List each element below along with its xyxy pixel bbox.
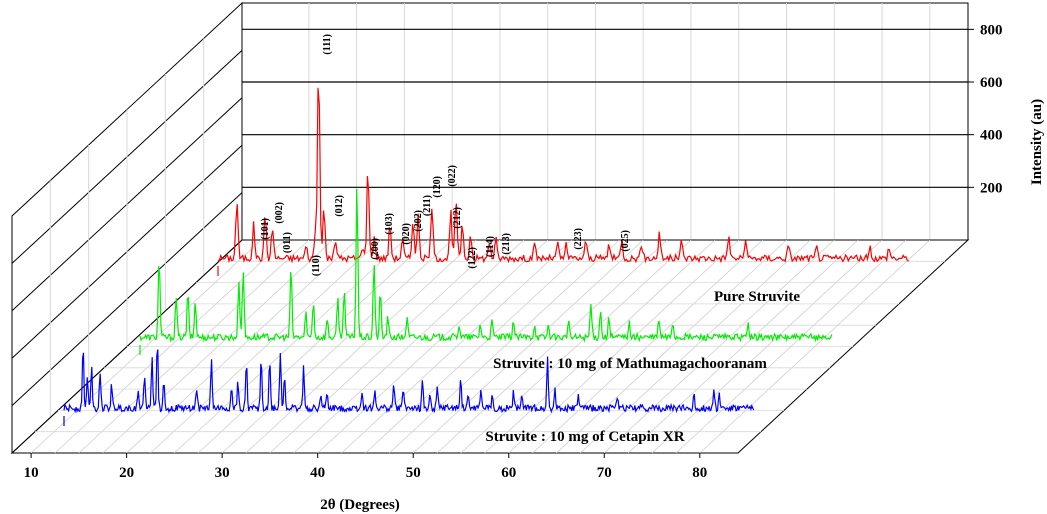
peak-index-label: (213) (501, 233, 512, 255)
x-tick-label: 20 (119, 465, 134, 481)
y-tick-label: 200 (980, 180, 1003, 196)
peak-index-label: (103) (384, 213, 395, 235)
peak-index-label: (002) (274, 202, 285, 224)
peak-index-label: (114) (485, 236, 496, 257)
peak-index-label: (101) (260, 218, 271, 240)
series-2-trace (139, 188, 833, 343)
y-tick-label: 800 (980, 22, 1003, 38)
series-1 (217, 87, 909, 276)
x-tick-label: 70 (597, 465, 612, 481)
peak-index-label: (200) (370, 238, 381, 260)
y-tick-label: 600 (980, 75, 1003, 91)
y-axis-title: Intensity (au) (1029, 99, 1045, 185)
x-tick-label: 30 (215, 465, 230, 481)
x-tick-label: 10 (24, 465, 39, 481)
x-tick-label: 80 (692, 465, 707, 481)
peak-index-label: (022) (447, 165, 458, 187)
series-2 (139, 188, 833, 355)
chart-frame: 200 400 600 800 10 20 30 40 50 60 70 80 (10, 1, 1003, 481)
peak-index-label: (122) (467, 247, 478, 269)
series-3-name: Struvite : 10 mg of Cetapin XR (485, 429, 684, 445)
x-tick-label: 40 (310, 465, 325, 481)
peak-index-label: (025) (620, 230, 631, 252)
floor (10, 239, 970, 454)
peak-index-label: (223) (573, 228, 584, 250)
series-1-name: Pure Struvite (714, 289, 800, 305)
peak-index-label: (011) (282, 232, 293, 253)
peak-index-label: (012) (334, 195, 345, 217)
y-tick-label: 400 (980, 128, 1003, 144)
x-tick-label: 60 (501, 465, 516, 481)
peak-index-label: (110) (311, 255, 322, 276)
series-2-name: Struvite : 10 mg of Mathumagachooranam (493, 356, 767, 372)
peak-index-label: (111) (322, 34, 333, 55)
back-wall (241, 2, 969, 241)
x-tick-label: 50 (406, 465, 421, 481)
series-group (63, 87, 909, 426)
series-1-trace (217, 87, 909, 264)
peak-index-label: (202) (413, 210, 424, 232)
peak-index-label: (211) (422, 195, 433, 216)
label-group: Pure Struvite Struvite : 10 mg of Mathuma… (260, 34, 800, 445)
x-axis-title: 2θ (Degrees) (320, 497, 400, 513)
series-3 (63, 349, 755, 426)
peak-index-label: (020) (401, 223, 412, 245)
peak-index-label: (212) (452, 207, 463, 229)
series-3-trace (63, 349, 755, 414)
peak-index-label: (120) (432, 176, 443, 198)
